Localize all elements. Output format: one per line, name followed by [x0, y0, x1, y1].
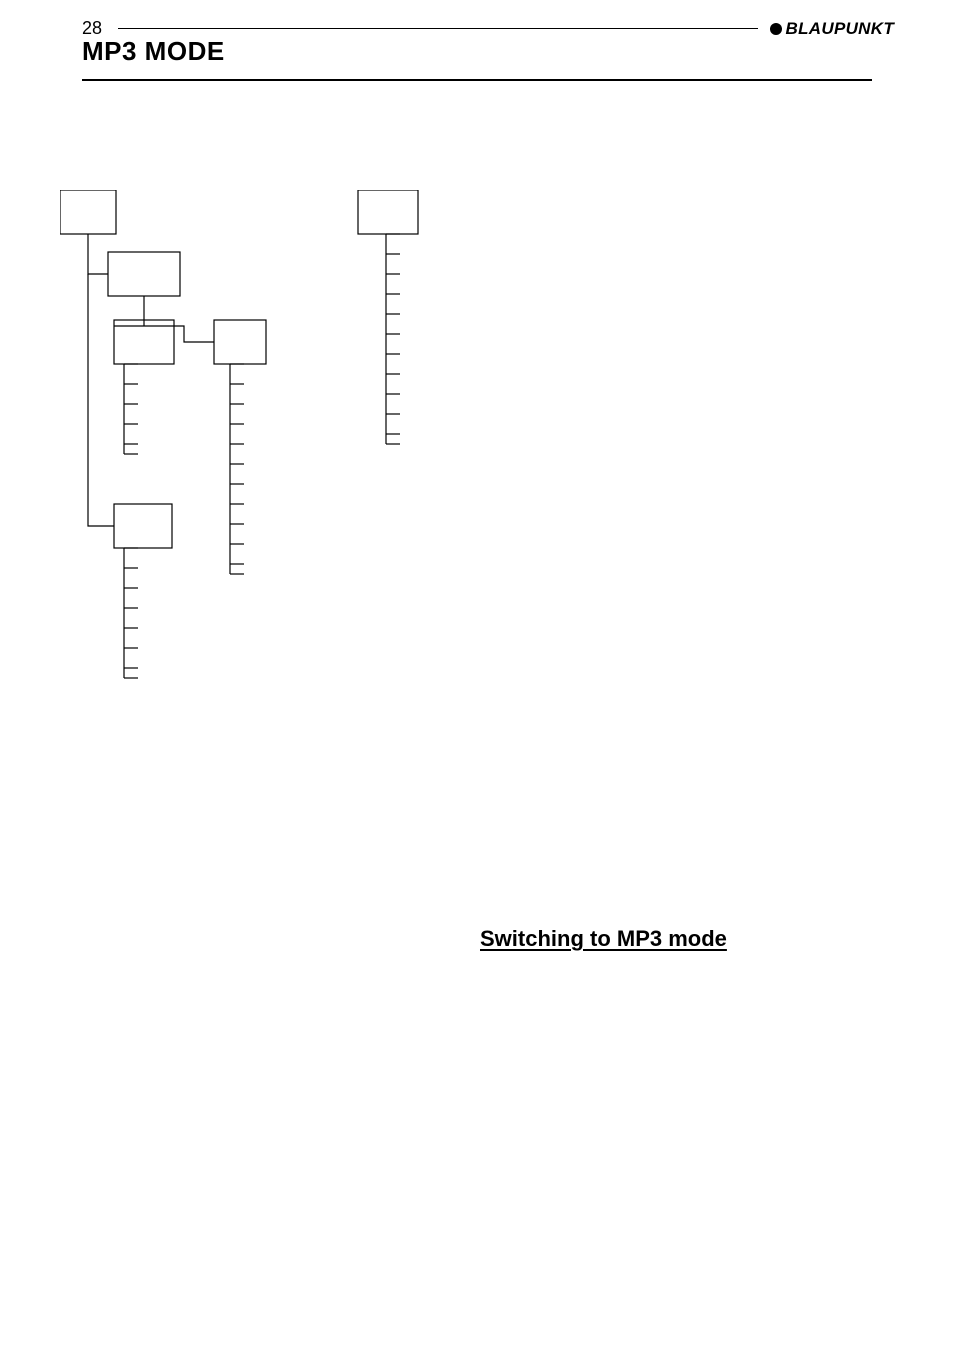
- page-title: MP3 MODE: [82, 36, 872, 81]
- brand-text: BLAUPUNKT: [786, 19, 894, 39]
- footer-divider: [118, 28, 758, 29]
- brand-dot-icon: [770, 23, 782, 35]
- page-number: 28: [82, 18, 102, 39]
- section-heading: Switching to MP3 mode: [480, 926, 727, 952]
- folder-structure-diagram: [60, 190, 440, 730]
- page-footer: 28 BLAUPUNKT: [82, 18, 894, 39]
- brand-logo: BLAUPUNKT: [770, 19, 894, 39]
